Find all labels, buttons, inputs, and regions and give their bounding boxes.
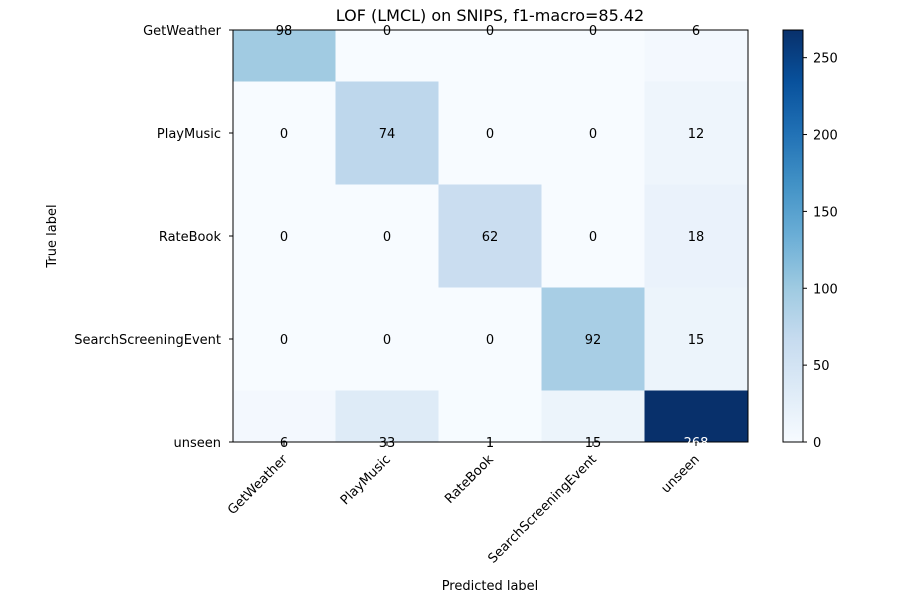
heatmap-cell-value: 0	[589, 127, 597, 142]
y-tick-label: GetWeather	[143, 24, 222, 39]
x-tick-label: RateBook	[442, 452, 497, 507]
heatmap-cell-value: 98	[276, 24, 293, 39]
x-tick-label: unseen	[659, 452, 703, 496]
heatmap-cell	[644, 390, 748, 442]
colorbar-tick-label: 100	[813, 282, 838, 297]
heatmap-cell	[438, 184, 542, 288]
heatmap-cell	[233, 30, 336, 82]
y-tick-label: SearchScreeningEvent	[74, 333, 221, 348]
heatmap-cell-value: 0	[486, 127, 494, 142]
x-axis-label: Predicted label	[442, 579, 539, 594]
heatmap-cell-value: 6	[692, 24, 700, 39]
y-tick-label: PlayMusic	[157, 127, 221, 142]
colorbar-tick-label: 150	[813, 205, 838, 220]
heatmap-cell-value: 74	[379, 127, 396, 142]
colorbar-tick-label: 50	[813, 359, 830, 374]
heatmap-cells	[233, 30, 748, 442]
heatmap-cell	[335, 390, 439, 442]
y-tick-label: RateBook	[159, 230, 222, 245]
heatmap-cell	[541, 30, 645, 82]
x-tick-label: SearchScreeningEvent	[485, 452, 599, 566]
heatmap-cell	[335, 30, 439, 82]
heatmap-cell	[233, 287, 336, 391]
y-axis-label: True label	[45, 204, 60, 268]
heatmap-cell	[644, 287, 748, 391]
heatmap-cell	[233, 184, 336, 288]
colorbar-gradient	[782, 29, 804, 443]
heatmap-cell	[335, 81, 439, 185]
heatmap-cell-value: 0	[589, 230, 597, 245]
heatmap-cell-value: 92	[585, 333, 602, 348]
heatmap-cell-value: 0	[280, 333, 288, 348]
heatmap-cell	[233, 390, 336, 442]
colorbar-tick-label: 0	[813, 436, 821, 451]
heatmap-cell-value: 62	[482, 230, 499, 245]
heatmap-cell-value: 15	[688, 333, 705, 348]
heatmap-cell	[335, 184, 439, 288]
y-axis-ticks: GetWeather PlayMusic RateBook SearchScreeni…	[74, 24, 233, 451]
heatmap-cell-value: 18	[688, 230, 705, 245]
heatmap-cell	[438, 390, 542, 442]
heatmap-cell	[335, 287, 439, 391]
heatmap-cell-value: 0	[280, 230, 288, 245]
heatmap-cell	[438, 30, 542, 82]
heatmap-cell-value: 0	[486, 24, 494, 39]
heatmap-cell	[541, 184, 645, 288]
heatmap-cell-value: 0	[589, 24, 597, 39]
heatmap-cell	[541, 390, 645, 442]
heatmap-cell-value: 0	[383, 230, 391, 245]
heatmap-cell	[233, 81, 336, 185]
chart-title: LOF (LMCL) on SNIPS, f1-macro=85.42	[336, 6, 644, 25]
heatmap-cell-value: 0	[280, 127, 288, 142]
y-tick-label: unseen	[174, 436, 222, 451]
heatmap-cell-value: 12	[688, 127, 705, 142]
heatmap-cell	[438, 81, 542, 185]
x-axis-ticks: GetWeather PlayMusic RateBookSearchScreeni…	[225, 442, 703, 567]
heatmap-cell	[644, 184, 748, 288]
heatmap-cell	[541, 287, 645, 391]
heatmap-cell	[644, 81, 748, 185]
heatmap-cell	[541, 81, 645, 185]
heatmap-cell-value: 0	[383, 24, 391, 39]
heatmap-cell	[644, 30, 748, 82]
heatmap-cell-value: 0	[486, 333, 494, 348]
heatmap-cell	[438, 287, 542, 391]
x-tick-label: GetWeather	[225, 452, 291, 518]
colorbar: 0 50 100 150 200 250	[782, 29, 838, 451]
colorbar-tick-label: 250	[813, 52, 838, 67]
heatmap-cell-value: 0	[383, 333, 391, 348]
heatmap-cell-labels: 98 0 0 0 60 74 0 0 120 0 62 0 180 0 0 92 156 33 1 15 268	[276, 24, 709, 451]
colorbar-tick-label: 200	[813, 129, 838, 144]
x-tick-label: PlayMusic	[338, 452, 394, 508]
